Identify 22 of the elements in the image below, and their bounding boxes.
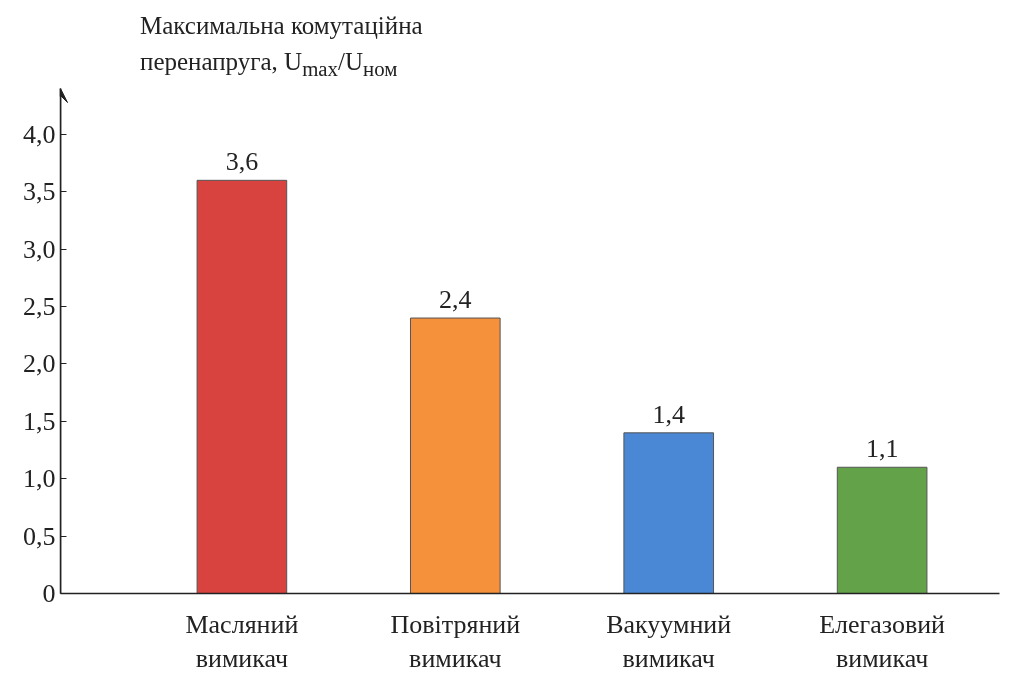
- x-tick-label: Масляний вимикач: [185, 609, 299, 674]
- y-tick-label: 3,0: [23, 234, 56, 264]
- x-tick-label: Елегазовий вимикач: [819, 609, 946, 674]
- data-label: 1,4: [652, 399, 685, 429]
- data-label: 2,4: [439, 285, 472, 315]
- y-tick-label: 4,0: [23, 119, 56, 149]
- bar: [836, 466, 928, 594]
- y-tick-label: 1,0: [23, 464, 56, 494]
- data-label: 1,1: [865, 434, 899, 464]
- y-tick-label: 1,5: [23, 406, 56, 436]
- bar: [623, 432, 715, 594]
- bar: [409, 317, 501, 594]
- x-tick-label: Вакуумний вимикач: [606, 609, 732, 674]
- data-label: 3,6: [225, 147, 259, 177]
- y-tick-label: 0,5: [23, 521, 56, 551]
- y-tick-label: 2,0: [23, 349, 56, 379]
- y-axis-title: Максимальна комутаційна перенапруга, U$_{max}$/U$_{ном}$: [140, 11, 424, 84]
- y-tick-label: 0: [42, 579, 56, 608]
- y-tick-label: 3,5: [23, 177, 56, 207]
- bar: [196, 179, 288, 594]
- x-tick-label: Повітряний вимикач: [390, 609, 521, 674]
- y-tick-label: 2,5: [23, 292, 56, 322]
